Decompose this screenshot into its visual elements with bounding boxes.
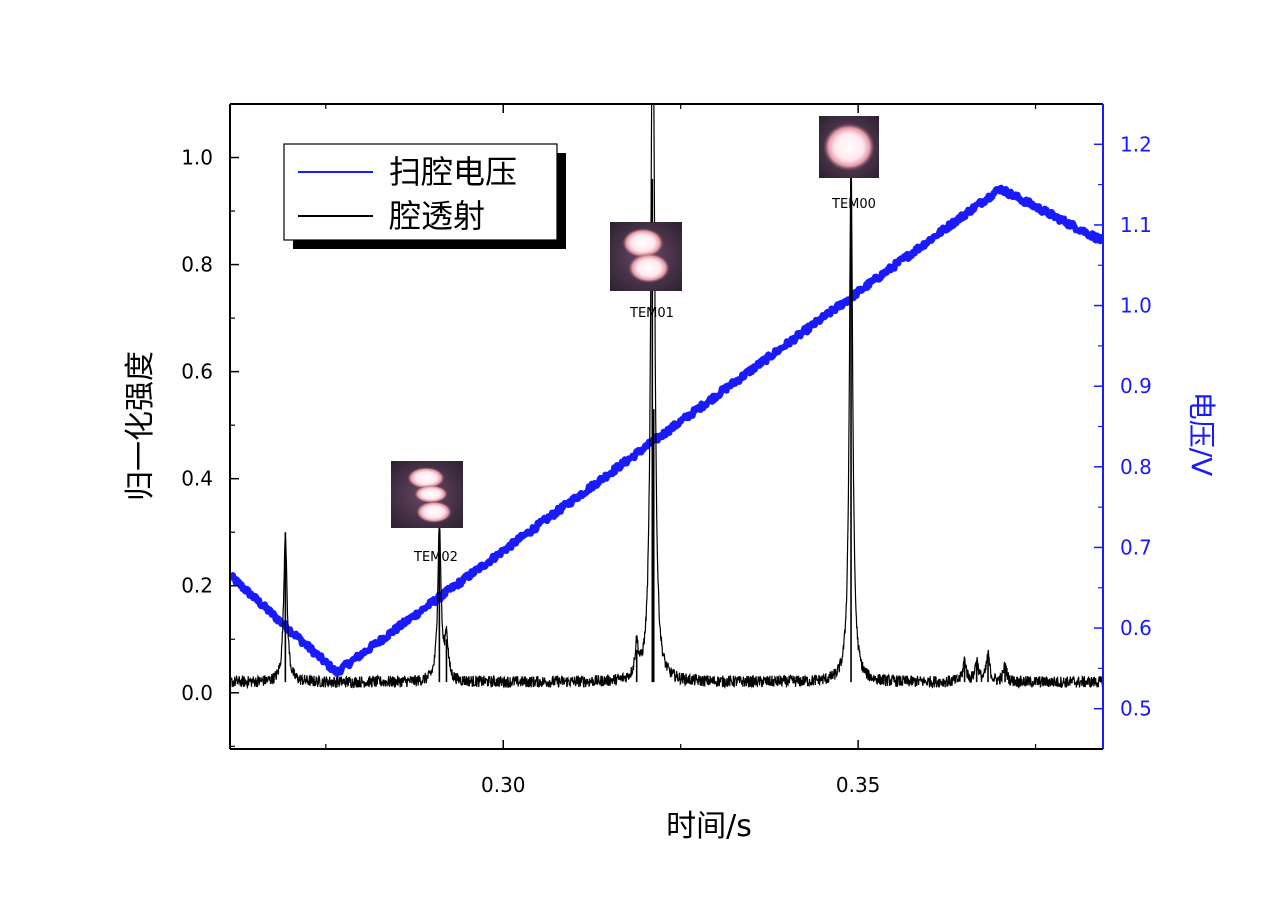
y-axis-title-right: 电压/V [1185,392,1218,477]
y-right-tick-label-3: 0.8 [1120,455,1152,479]
y-axis-title-left: 归一化强度 [123,351,158,501]
y-right-tick-label-1: 0.6 [1120,616,1152,640]
x-tick-label-1: 0.35 [836,773,881,797]
y-left-tick-label-0: 0.0 [181,681,213,705]
y-left-tick-label-1: 0.2 [181,574,213,598]
y-right-tick-label-7: 1.2 [1120,132,1152,156]
series-layer [230,104,1103,690]
legend: 扫腔电压 腔透射 [283,143,566,249]
y-left-tick-label-3: 0.6 [181,360,213,384]
mode-label-tem00: TEM00 [831,197,876,212]
mode-image-tem02 [391,461,463,528]
mode-label-tem02: TEM02 [413,550,458,565]
x-axis-title: 时间/s [666,809,752,844]
legend-label-voltage: 扫腔电压 [389,153,517,191]
voltage-series-line [230,184,1103,677]
legend-box [283,143,558,241]
mode-label-tem01: TEM01 [629,306,674,321]
y-right-tick-label-2: 0.7 [1120,535,1152,559]
y-right-tick-label-0: 0.5 [1120,697,1152,721]
transmission-series-line [230,104,1103,690]
x-tick-label-0: 0.30 [481,773,526,797]
y-left-tick-label-5: 1.0 [181,146,213,170]
y-right-tick-label-4: 0.9 [1120,374,1152,398]
y-left-tick-label-4: 0.8 [181,253,213,277]
mode-image-tem00 [819,116,879,178]
mode-image-tem01 [610,222,682,291]
y-left-tick-label-2: 0.4 [181,467,213,491]
y-right-tick-label-5: 1.0 [1120,294,1152,318]
legend-label-transmission: 腔透射 [389,197,485,235]
y-right-tick-label-6: 1.1 [1120,213,1152,237]
axes-layer: 0.30 0.35 0.0 0.2 0.4 0.6 0.8 1.0 0.5 0.6 0.7 0.8 0.… [181,103,1152,797]
